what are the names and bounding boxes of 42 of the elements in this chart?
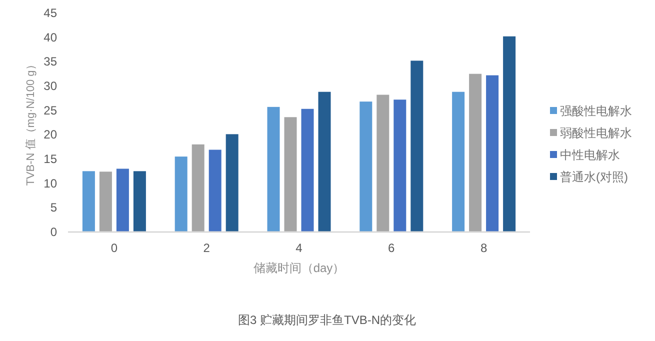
- x-tick-label: 0: [110, 241, 118, 255]
- y-tick-label: 30: [44, 79, 58, 93]
- legend-label: 弱酸性电解水: [560, 126, 632, 140]
- legend-label: 普通水(对照): [560, 170, 628, 184]
- x-tick-label: 6: [388, 241, 396, 255]
- bar: [452, 92, 465, 232]
- bar: [192, 144, 204, 232]
- y-tick-label: 0: [50, 225, 58, 239]
- bar: [226, 134, 238, 232]
- y-tick-label: 10: [44, 176, 58, 190]
- y-tick-label: 15: [44, 152, 58, 166]
- legend-label: 中性电解水: [560, 148, 620, 162]
- bar: [376, 94, 390, 232]
- y-tick-label: 35: [44, 54, 58, 69]
- bar: [284, 117, 297, 232]
- x-tick-label: 2: [203, 241, 210, 255]
- bar: [116, 168, 129, 232]
- y-tick-label: 20: [44, 128, 58, 142]
- bar: [394, 100, 406, 232]
- bar: [486, 75, 499, 232]
- bar: [208, 150, 222, 232]
- bar: [99, 172, 112, 232]
- bar: [133, 171, 146, 232]
- y-tick-label: 40: [44, 30, 58, 44]
- y-tick-label: 45: [44, 6, 58, 20]
- bar: [469, 74, 482, 232]
- legend-label: 强酸性电解水: [560, 104, 632, 118]
- x-axis-title: 储藏时间（day）: [253, 261, 345, 275]
- x-tick-label: 4: [296, 241, 303, 255]
- y-axis-title: TVB-N 值（mg·N/100 g）: [25, 59, 37, 186]
- bar: [267, 106, 280, 232]
- y-tick-label: 5: [50, 200, 58, 215]
- bar: [301, 108, 314, 232]
- bar: [503, 36, 516, 232]
- y-tick-label: 25: [44, 103, 58, 118]
- text: 图3 贮藏期间罗非鱼TVB-N的变化: [238, 313, 416, 327]
- bar: [174, 156, 188, 232]
- bar: [318, 92, 331, 232]
- bar: [410, 60, 424, 232]
- x-tick-label: 8: [480, 241, 488, 255]
- bar: [82, 171, 95, 232]
- bar: [360, 102, 372, 232]
